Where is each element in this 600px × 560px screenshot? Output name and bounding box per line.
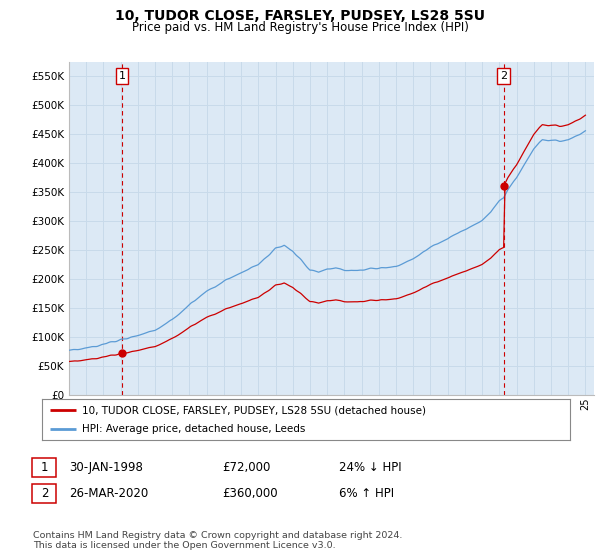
Text: 6% ↑ HPI: 6% ↑ HPI — [339, 487, 394, 501]
Text: 24% ↓ HPI: 24% ↓ HPI — [339, 461, 401, 474]
Text: 2: 2 — [500, 71, 507, 81]
Text: Price paid vs. HM Land Registry's House Price Index (HPI): Price paid vs. HM Land Registry's House … — [131, 21, 469, 34]
Text: £72,000: £72,000 — [222, 461, 271, 474]
Text: 1: 1 — [119, 71, 125, 81]
Text: HPI: Average price, detached house, Leeds: HPI: Average price, detached house, Leed… — [82, 424, 305, 433]
Text: 1: 1 — [41, 461, 48, 474]
Text: 30-JAN-1998: 30-JAN-1998 — [69, 461, 143, 474]
Text: £360,000: £360,000 — [222, 487, 278, 501]
Text: 10, TUDOR CLOSE, FARSLEY, PUDSEY, LS28 5SU: 10, TUDOR CLOSE, FARSLEY, PUDSEY, LS28 5… — [115, 9, 485, 23]
Text: Contains HM Land Registry data © Crown copyright and database right 2024.
This d: Contains HM Land Registry data © Crown c… — [33, 531, 403, 550]
Text: 26-MAR-2020: 26-MAR-2020 — [69, 487, 148, 501]
Text: 10, TUDOR CLOSE, FARSLEY, PUDSEY, LS28 5SU (detached house): 10, TUDOR CLOSE, FARSLEY, PUDSEY, LS28 5… — [82, 405, 425, 415]
Text: 2: 2 — [41, 487, 48, 501]
